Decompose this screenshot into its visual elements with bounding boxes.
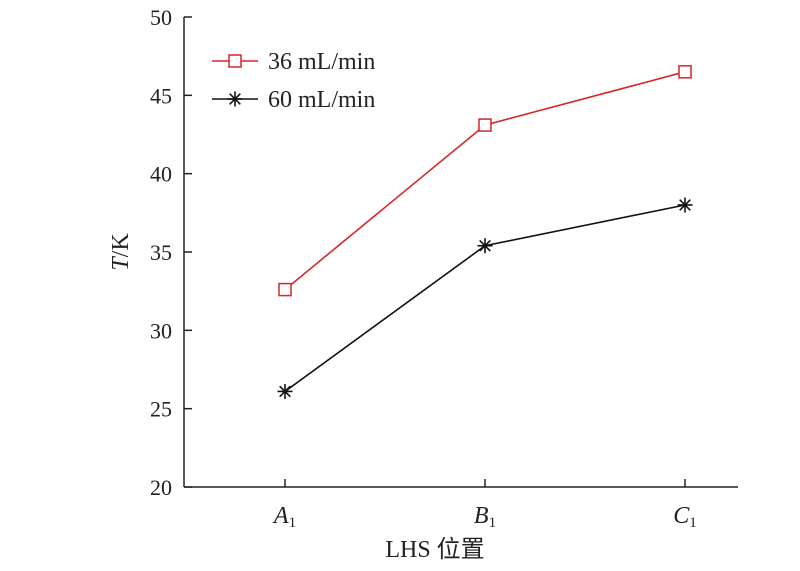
y-axis-ticks: 20 25 30 35 40 45 50	[150, 5, 192, 500]
legend-marker-1	[228, 54, 242, 68]
data-point-series1-3	[678, 65, 692, 79]
marker-stroke	[679, 199, 691, 211]
marker-stroke	[279, 385, 291, 398]
data-point-series1-2	[478, 118, 492, 132]
x-tick-label: C1	[673, 503, 697, 531]
y-axis-title-symbol: T	[108, 256, 134, 271]
y-tick-label: 30	[150, 318, 172, 343]
y-tick-label: 50	[150, 5, 172, 30]
legend-label-2: 60 mL/min	[268, 87, 375, 113]
data-point-series2-2	[477, 238, 493, 254]
y-tick-label: 45	[150, 83, 172, 108]
data-point-series2-3	[677, 197, 693, 213]
x-axis-ticks: A1 B1 C1	[272, 479, 697, 531]
data-point-series2-1	[277, 383, 293, 399]
x-tick-label-subscript: 1	[289, 515, 297, 531]
x-tick-label-subscript: 1	[489, 515, 497, 531]
marker-stroke	[479, 239, 491, 252]
marker-stroke	[229, 93, 241, 105]
legend: 36 mL/min 60 mL/min	[212, 49, 375, 113]
legend-label-1: 36 mL/min	[268, 49, 375, 75]
legend-marker-2	[227, 91, 243, 107]
x-tick-label-letter: A	[272, 503, 289, 529]
y-tick-label: 35	[150, 240, 172, 265]
x-tick-label: A1	[272, 503, 296, 531]
x-tick-label-letter: B	[474, 503, 489, 529]
y-tick-label: 25	[150, 397, 172, 422]
series-line-2	[284, 204, 686, 393]
y-tick-label: 40	[150, 162, 172, 187]
x-tick-label-letter: C	[673, 503, 690, 529]
x-axis-title: LHS 位置	[385, 536, 484, 563]
y-tick-label: 20	[150, 475, 172, 500]
y-axis-title-unit: /K	[108, 233, 134, 258]
x-tick-label: B1	[474, 503, 496, 531]
series-markers	[277, 65, 693, 399]
y-axis-title: T/K	[108, 233, 134, 271]
x-tick-label-subscript: 1	[689, 515, 697, 531]
data-point-series1-1	[278, 282, 292, 297]
